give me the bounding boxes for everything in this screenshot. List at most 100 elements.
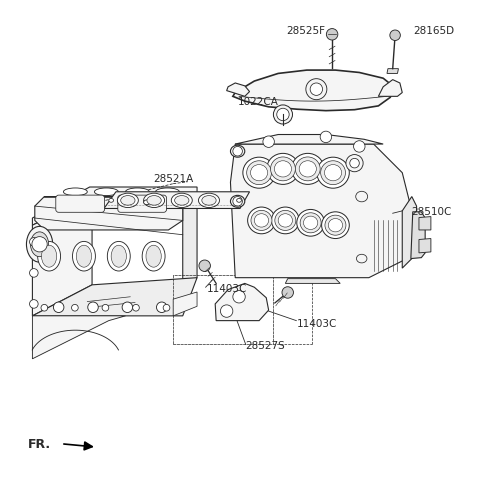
Ellipse shape: [328, 219, 343, 232]
Ellipse shape: [76, 246, 92, 268]
Ellipse shape: [275, 161, 291, 178]
Text: FR.: FR.: [28, 437, 51, 450]
Polygon shape: [183, 197, 197, 285]
Circle shape: [220, 305, 233, 318]
Ellipse shape: [356, 192, 368, 203]
Ellipse shape: [322, 212, 349, 239]
Polygon shape: [419, 239, 431, 253]
Circle shape: [263, 137, 275, 148]
Circle shape: [233, 147, 242, 156]
Ellipse shape: [248, 208, 276, 234]
Polygon shape: [33, 197, 92, 316]
Circle shape: [156, 302, 167, 313]
Circle shape: [30, 238, 38, 247]
Circle shape: [310, 84, 323, 96]
Circle shape: [320, 132, 332, 144]
FancyBboxPatch shape: [118, 196, 167, 213]
Circle shape: [390, 31, 400, 41]
Ellipse shape: [147, 196, 161, 206]
Ellipse shape: [146, 246, 161, 268]
Text: 11403C: 11403C: [206, 284, 247, 294]
Ellipse shape: [321, 161, 346, 185]
Ellipse shape: [243, 158, 276, 189]
Ellipse shape: [72, 242, 96, 271]
Ellipse shape: [357, 255, 367, 264]
Polygon shape: [230, 145, 412, 278]
Circle shape: [163, 305, 170, 312]
Circle shape: [32, 237, 47, 252]
Circle shape: [199, 261, 210, 272]
Polygon shape: [233, 71, 393, 111]
Polygon shape: [402, 197, 417, 269]
Text: 28510C: 28510C: [411, 206, 451, 216]
Ellipse shape: [267, 154, 299, 185]
Text: 1022CA: 1022CA: [238, 97, 278, 107]
Text: 28527S: 28527S: [245, 341, 285, 351]
Circle shape: [354, 142, 365, 153]
Circle shape: [350, 159, 360, 168]
Circle shape: [277, 109, 289, 121]
Circle shape: [282, 287, 293, 299]
Ellipse shape: [175, 196, 189, 206]
Circle shape: [306, 80, 327, 100]
Ellipse shape: [278, 214, 292, 228]
Polygon shape: [104, 192, 250, 209]
Ellipse shape: [297, 210, 324, 237]
Ellipse shape: [31, 232, 48, 257]
Polygon shape: [285, 279, 340, 284]
Circle shape: [72, 305, 78, 312]
Ellipse shape: [237, 199, 241, 203]
Circle shape: [346, 155, 363, 172]
Circle shape: [102, 305, 109, 312]
Ellipse shape: [247, 161, 272, 185]
Ellipse shape: [37, 242, 60, 271]
Circle shape: [53, 302, 64, 313]
Ellipse shape: [300, 213, 321, 233]
Ellipse shape: [142, 242, 165, 271]
Circle shape: [326, 29, 338, 41]
Circle shape: [122, 302, 132, 313]
Circle shape: [88, 302, 98, 313]
Polygon shape: [387, 70, 398, 74]
Circle shape: [274, 106, 292, 125]
Ellipse shape: [299, 161, 316, 178]
Ellipse shape: [95, 189, 118, 196]
Polygon shape: [33, 316, 125, 359]
Text: 11403C: 11403C: [297, 318, 337, 328]
Ellipse shape: [111, 246, 126, 268]
Ellipse shape: [41, 246, 57, 268]
Text: 28165D: 28165D: [413, 26, 454, 36]
Polygon shape: [235, 135, 383, 145]
Circle shape: [233, 291, 245, 303]
Polygon shape: [35, 197, 183, 230]
Polygon shape: [378, 81, 402, 97]
Ellipse shape: [202, 196, 216, 206]
Ellipse shape: [199, 194, 219, 208]
Ellipse shape: [230, 196, 245, 208]
Polygon shape: [33, 278, 197, 316]
Polygon shape: [419, 217, 431, 230]
Ellipse shape: [275, 211, 296, 231]
Ellipse shape: [317, 158, 349, 189]
Polygon shape: [173, 292, 197, 316]
Text: 28521A: 28521A: [153, 174, 193, 184]
Ellipse shape: [109, 199, 114, 203]
Ellipse shape: [303, 216, 318, 230]
Circle shape: [30, 269, 38, 277]
Polygon shape: [411, 212, 425, 259]
Ellipse shape: [171, 194, 192, 208]
Ellipse shape: [251, 211, 272, 231]
Circle shape: [41, 305, 48, 312]
Ellipse shape: [324, 165, 342, 181]
Ellipse shape: [230, 146, 245, 158]
Text: 28525F: 28525F: [287, 26, 325, 36]
Polygon shape: [33, 188, 197, 226]
Ellipse shape: [108, 242, 130, 271]
Ellipse shape: [120, 196, 135, 206]
Circle shape: [132, 305, 139, 312]
Ellipse shape: [291, 154, 324, 185]
Ellipse shape: [251, 165, 268, 181]
Ellipse shape: [26, 227, 53, 263]
Circle shape: [30, 300, 38, 309]
Ellipse shape: [63, 189, 87, 196]
